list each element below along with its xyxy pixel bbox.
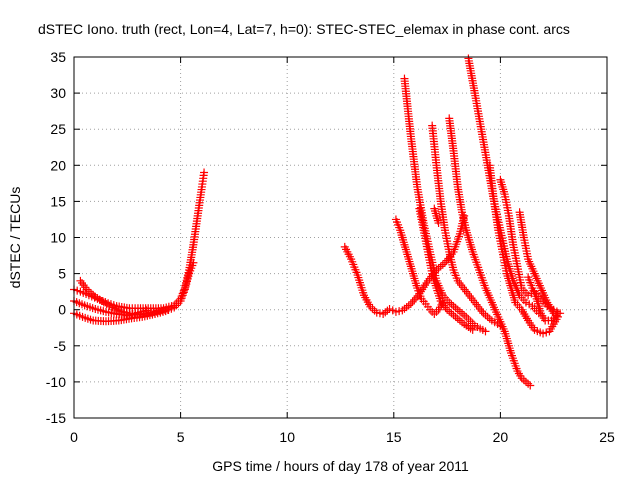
data-markers	[70, 54, 565, 390]
data-point	[485, 314, 494, 323]
data-point	[521, 377, 530, 386]
data-arc	[415, 204, 477, 334]
data-arc	[485, 161, 562, 338]
data-arc	[445, 114, 535, 390]
data-point	[458, 283, 467, 292]
x-tick-label: 25	[599, 429, 615, 445]
data-point	[445, 307, 454, 316]
data-point	[468, 325, 477, 334]
data-point	[463, 289, 472, 298]
data-point	[470, 298, 479, 307]
axis-ticks: 0 5 10 15 20 25 -15 -10 -5 0 5 10 15 20 25 30 35	[46, 49, 615, 445]
x-tick-label: 5	[177, 429, 185, 445]
data-point	[451, 303, 460, 312]
data-point	[462, 287, 471, 296]
data-point	[411, 293, 420, 302]
x-axis-label: GPS time / hours of day 178 of year 2011	[212, 458, 469, 474]
data-point	[163, 305, 172, 314]
data-point	[408, 297, 417, 306]
data-point	[438, 260, 447, 269]
data-point	[481, 327, 490, 336]
chart-title: dSTEC Iono. truth (rect, Lon=4, Lat=7, h…	[38, 21, 570, 37]
y-tick-label: 25	[50, 121, 66, 137]
x-tick-label: 0	[70, 429, 78, 445]
data-point	[368, 304, 377, 313]
y-tick-label: 30	[50, 85, 66, 101]
x-tick-label: 15	[386, 429, 402, 445]
y-tick-label: 5	[58, 266, 66, 282]
data-arc	[430, 204, 443, 228]
data-point	[477, 307, 486, 316]
x-tick-label: 20	[493, 429, 509, 445]
data-point	[410, 295, 419, 304]
y-tick-label: 20	[50, 157, 66, 173]
data-point	[458, 309, 467, 318]
y-tick-label: 15	[50, 193, 66, 209]
y-tick-label: 0	[58, 302, 66, 318]
data-point	[465, 291, 474, 300]
y-tick-label: -10	[46, 374, 66, 390]
data-point	[451, 312, 460, 321]
data-point	[519, 376, 528, 385]
data-point	[457, 281, 466, 290]
data-arc	[391, 215, 447, 319]
data-arc	[70, 297, 151, 320]
data-point	[453, 305, 462, 314]
data-point	[447, 309, 456, 318]
data-point	[436, 262, 445, 271]
data-point	[474, 302, 483, 311]
y-tick-label: -15	[46, 410, 66, 426]
data-point	[483, 312, 492, 321]
data-point	[200, 168, 209, 177]
data-point	[472, 300, 481, 309]
y-tick-label: 10	[50, 230, 66, 246]
data-point	[475, 304, 484, 313]
data-point	[430, 310, 439, 319]
data-point	[189, 258, 198, 267]
y-axis-label: dSTEC / TECUs	[7, 187, 23, 289]
data-point	[462, 312, 471, 321]
data-point	[449, 311, 458, 320]
data-point	[460, 285, 469, 294]
data-point	[479, 309, 488, 318]
data-point	[455, 316, 464, 325]
data-point	[455, 307, 464, 316]
data-point	[142, 306, 151, 315]
y-tick-label: 35	[50, 49, 66, 65]
x-tick-label: 10	[279, 429, 295, 445]
data-point	[453, 314, 462, 323]
data-point	[553, 309, 562, 318]
data-point	[432, 307, 441, 316]
data-arc	[524, 273, 562, 325]
data-point	[469, 296, 478, 305]
data-point	[449, 302, 458, 311]
data-point	[406, 299, 415, 308]
y-tick-label: -5	[54, 338, 67, 354]
data-point	[467, 294, 476, 303]
data-point	[434, 219, 443, 228]
data-point	[460, 311, 469, 320]
data-arc	[428, 121, 505, 330]
data-point	[524, 379, 533, 388]
data-point	[481, 311, 490, 320]
data-point	[526, 381, 535, 390]
